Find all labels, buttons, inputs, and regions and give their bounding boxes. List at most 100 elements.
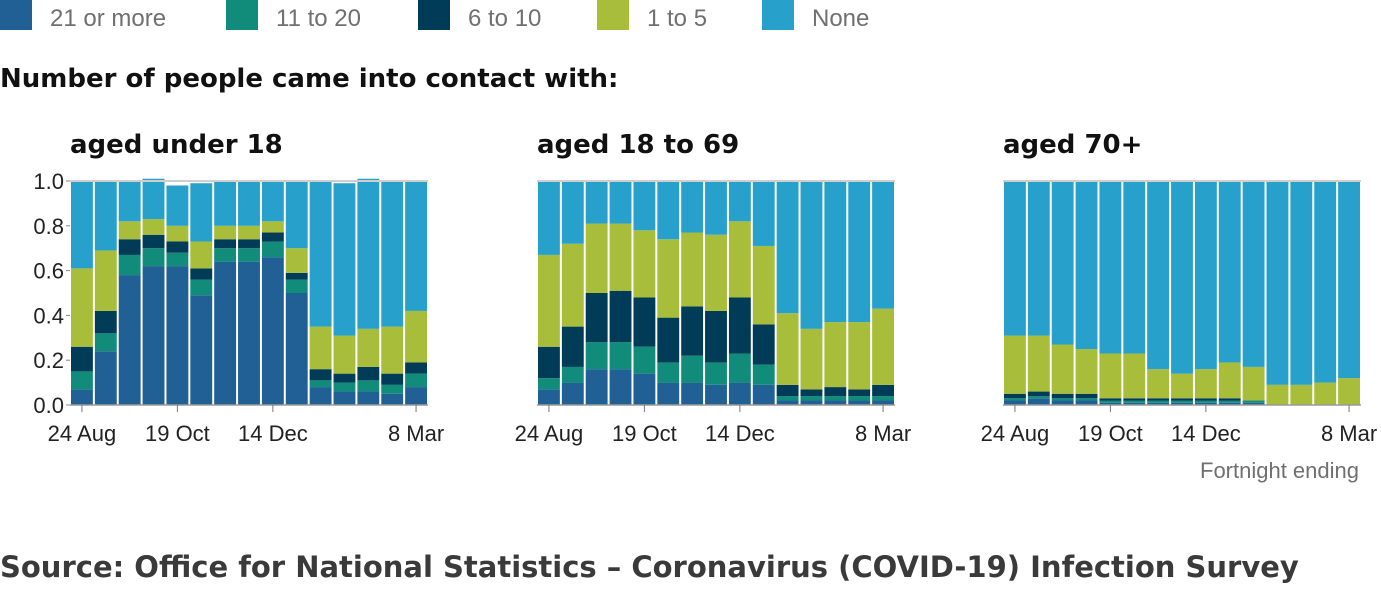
- bar-segment: [848, 181, 871, 323]
- bar-segment: [1123, 181, 1146, 354]
- bar-segment: [1075, 393, 1098, 399]
- bar-segment: [776, 384, 799, 397]
- bar-segment: [94, 333, 117, 352]
- x-tick-label: 8 Mar: [855, 421, 911, 446]
- bar-segment: [872, 396, 894, 401]
- bar-segment: [585, 223, 608, 293]
- bar-segment: [1171, 400, 1193, 403]
- bar-segment: [538, 378, 560, 390]
- bar-segment: [681, 232, 704, 307]
- bar-segment: [633, 297, 656, 347]
- bar-segment: [142, 178, 165, 220]
- bar-segment: [752, 181, 775, 246]
- bar-segment: [118, 181, 141, 222]
- bar-segment: [381, 181, 404, 327]
- legend-swatch-6-to-10: [418, 0, 450, 30]
- bar-segment: [752, 324, 775, 365]
- bar-segment: [190, 295, 213, 405]
- bar-segment: [1194, 181, 1217, 370]
- bar-segment: [381, 373, 404, 385]
- bar-segment: [1051, 181, 1074, 345]
- bar-segment: [1218, 402, 1241, 405]
- bar-segment: [309, 380, 332, 388]
- panel-title-18-to-69: aged 18 to 69: [537, 130, 740, 160]
- bar-segment: [190, 268, 213, 280]
- bar-segment: [333, 373, 356, 383]
- bar-segment: [1338, 378, 1360, 405]
- bar-segment: [705, 234, 727, 311]
- bar-segment: [1147, 181, 1170, 370]
- bar-segment: [261, 221, 284, 233]
- bar-segment: [1051, 398, 1074, 401]
- bar-segment: [238, 225, 260, 240]
- y-tick-label: 0.0: [33, 393, 64, 418]
- bar-segment: [1218, 181, 1241, 363]
- bar-segment: [1123, 400, 1146, 403]
- y-tick-label: 0.2: [33, 348, 64, 373]
- bar-segment: [261, 241, 284, 258]
- bar-segment: [1194, 402, 1217, 405]
- bar-segment: [1075, 349, 1098, 394]
- bar-segment: [848, 389, 871, 397]
- bar-segment: [633, 346, 656, 374]
- bar-segment: [1123, 353, 1146, 399]
- bar-segment: [333, 382, 356, 392]
- bar-segment: [333, 183, 356, 336]
- bar-segment: [118, 239, 141, 255]
- legend-label: 6 to 10: [468, 5, 542, 32]
- x-tick-label: 24 Aug: [981, 421, 1050, 446]
- bar-segment: [1194, 398, 1217, 401]
- x-tick-label: 19 Oct: [145, 421, 210, 446]
- bar-segment: [357, 178, 380, 329]
- bar-segment: [681, 382, 704, 405]
- bar-segment: [405, 387, 427, 405]
- bar-segment: [585, 369, 608, 405]
- bar-segment: [752, 384, 775, 405]
- bar-segment: [705, 310, 727, 363]
- bar-segment: [1171, 398, 1193, 401]
- legend-swatch-21-or-more: [0, 0, 32, 30]
- bar-segment: [776, 313, 799, 385]
- bar-segment: [872, 400, 894, 405]
- bar-segment: [71, 346, 93, 372]
- bar-segment: [214, 181, 237, 226]
- bar-segment: [1075, 398, 1098, 401]
- bar-segment: [1171, 181, 1193, 374]
- bar-segment: [309, 181, 332, 327]
- bar-segment: [1004, 181, 1026, 336]
- bar-segment: [1099, 353, 1122, 399]
- bar-segment: [848, 400, 871, 405]
- bar-segment: [538, 181, 560, 255]
- bar-segment: [1099, 402, 1122, 405]
- bar-segment: [1218, 362, 1241, 399]
- bar-segment: [824, 396, 847, 401]
- bar-segment: [285, 293, 308, 405]
- bar-segment: [71, 371, 93, 390]
- bar-segment: [190, 183, 213, 242]
- x-tick-label: 19 Oct: [612, 421, 677, 446]
- bar-segment: [585, 342, 608, 370]
- bar-segment: [214, 239, 237, 249]
- bar-segment: [214, 261, 237, 405]
- bar-segment: [1147, 402, 1170, 405]
- bar-segment: [728, 181, 751, 222]
- bar-segment: [1147, 400, 1170, 403]
- bar-segment: [609, 223, 632, 291]
- bar-segment: [142, 234, 165, 249]
- bar-segment: [633, 230, 656, 298]
- y-tick-label: 0.6: [33, 259, 64, 284]
- bar-segment: [214, 225, 237, 240]
- bar-segment: [405, 362, 427, 374]
- bar-segment: [94, 181, 117, 251]
- bar-segment: [800, 389, 823, 397]
- bar-segment: [1099, 400, 1122, 403]
- bar-segment: [1290, 384, 1313, 405]
- y-tick-label: 1.0: [33, 169, 64, 194]
- bar-segment: [357, 391, 380, 405]
- bar-segment: [633, 373, 656, 405]
- bar-segment: [657, 317, 680, 363]
- bar-segment: [1218, 400, 1241, 403]
- bar-segment: [166, 225, 189, 242]
- bar-segment: [357, 366, 380, 381]
- bar-segment: [728, 382, 751, 405]
